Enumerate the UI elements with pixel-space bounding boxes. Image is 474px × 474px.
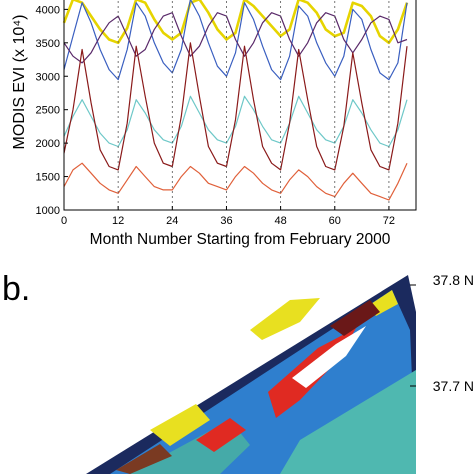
y-tick-label-3000: 3000 [36,71,60,83]
map-panel: b. 37.8 N 37.7 N [2,270,474,474]
reference-lines [117,0,390,210]
y-tick-label-2000: 2000 [36,138,60,150]
y-tick-label-1500: 1500 [36,172,60,184]
series-line-5 [63,42,408,171]
map-region-teal-1 [280,370,416,474]
y-tick-label-4000: 4000 [36,4,60,16]
map-region-red-2 [196,418,246,452]
series-line-6 [63,162,408,201]
series-line-4 [63,95,408,148]
x-tick-label-12: 12 [112,215,124,227]
map-region-yellow-2 [150,404,210,446]
map-region-darkred [330,300,380,336]
map-region-yellow-1 [250,298,320,340]
y-tick-label-1000: 1000 [36,205,60,217]
y-tick-label-2500: 2500 [36,105,60,117]
series-line-3 [63,12,408,64]
chart-panel: 0 12 24 36 48 60 72 1000 1500 2000 2500 3000 3500 40… [11,0,417,248]
y-axis: 1000 1500 2000 2500 3000 3500 4000 [36,4,68,217]
x-tick-label-24: 24 [166,215,178,227]
y-tick-label-3500: 3500 [36,38,60,50]
y-axis-label: MODIS EVI (x 10⁴) [11,15,28,150]
latitude-label-south: 37.7 N [433,378,474,394]
x-tick-label-36: 36 [220,215,232,227]
series-line-2 [63,0,408,81]
classification-map-image [86,275,416,474]
map-region-brown [116,444,172,474]
x-tick-label-48: 48 [274,215,286,227]
panel-label: b. [2,270,30,308]
x-tick-label-72: 72 [383,215,395,227]
series-line-1 [62,0,409,45]
x-axis: 0 12 24 36 48 60 72 [61,206,395,227]
x-tick-label-0: 0 [61,215,67,227]
x-axis-label: Month Number Starting from February 2000 [90,231,391,248]
plot-lines [62,0,409,201]
latitude-label-north: 37.8 N [433,272,474,288]
map-region-white [292,326,366,388]
x-tick-label-60: 60 [329,215,341,227]
plot-frame [63,0,417,211]
